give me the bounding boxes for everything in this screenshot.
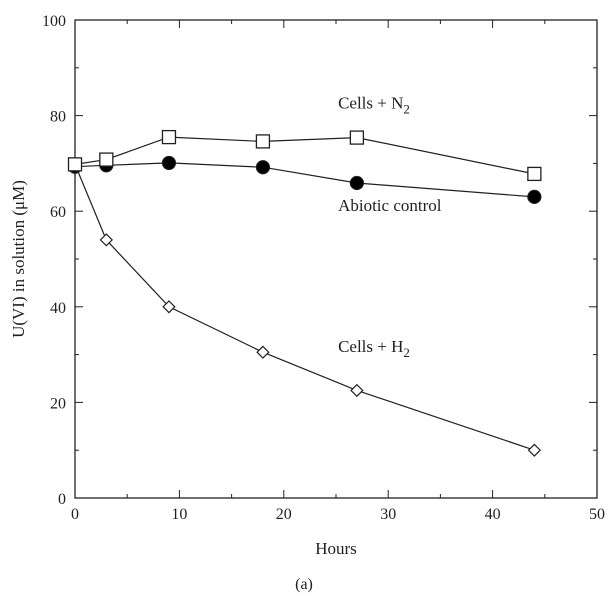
data-point bbox=[527, 443, 542, 457]
y-tick-label: 20 bbox=[50, 395, 66, 412]
data-point bbox=[527, 189, 542, 204]
plot-frame bbox=[74, 19, 598, 499]
series-line bbox=[74, 136, 535, 175]
y-tick-label: 0 bbox=[58, 491, 66, 508]
y-tick-label: 40 bbox=[50, 300, 66, 317]
tick-labels: 0 10 20 30 40 50 0 20 40 60 80 100 bbox=[42, 13, 605, 523]
x-axis-title: Hours bbox=[315, 539, 357, 558]
annotation-n2: Cells + N2 bbox=[338, 93, 410, 116]
data-point bbox=[349, 175, 364, 191]
data-point bbox=[161, 129, 177, 145]
y-tick-label: 100 bbox=[42, 13, 66, 30]
x-tick-label: 0 bbox=[71, 506, 79, 523]
series-2 bbox=[68, 157, 542, 457]
annotation-abiotic: Abiotic control bbox=[338, 196, 442, 215]
x-tick-label: 30 bbox=[380, 506, 396, 523]
series-line bbox=[74, 162, 535, 198]
x-tick-label: 40 bbox=[485, 506, 501, 523]
data-point bbox=[161, 155, 177, 171]
y-axis-title: U(VI) in solution (μM) bbox=[9, 180, 28, 338]
data-point bbox=[67, 157, 83, 172]
series-1 bbox=[67, 155, 542, 204]
data-point bbox=[350, 383, 364, 398]
data-point bbox=[255, 134, 271, 149]
annotation-h2: Cells + H2 bbox=[338, 337, 410, 360]
y-tick-label: 60 bbox=[50, 204, 66, 221]
data-point bbox=[349, 130, 365, 145]
x-tick-label: 10 bbox=[171, 506, 187, 523]
figure-caption: (a) bbox=[295, 576, 313, 593]
series-line bbox=[74, 164, 535, 451]
data-point bbox=[99, 152, 114, 167]
data-point bbox=[256, 345, 270, 359]
series-0 bbox=[67, 129, 542, 182]
data-point bbox=[162, 300, 176, 314]
x-tick-label: 20 bbox=[276, 506, 292, 523]
annotations: Cells + N2 Abiotic control Cells + H2 bbox=[338, 93, 442, 360]
data-point bbox=[255, 160, 271, 175]
data-point bbox=[527, 166, 542, 182]
axis-ticks bbox=[74, 19, 598, 499]
data-point bbox=[99, 233, 113, 247]
x-tick-label: 50 bbox=[589, 506, 605, 523]
y-tick-label: 80 bbox=[50, 109, 66, 126]
series-layer bbox=[67, 129, 542, 457]
